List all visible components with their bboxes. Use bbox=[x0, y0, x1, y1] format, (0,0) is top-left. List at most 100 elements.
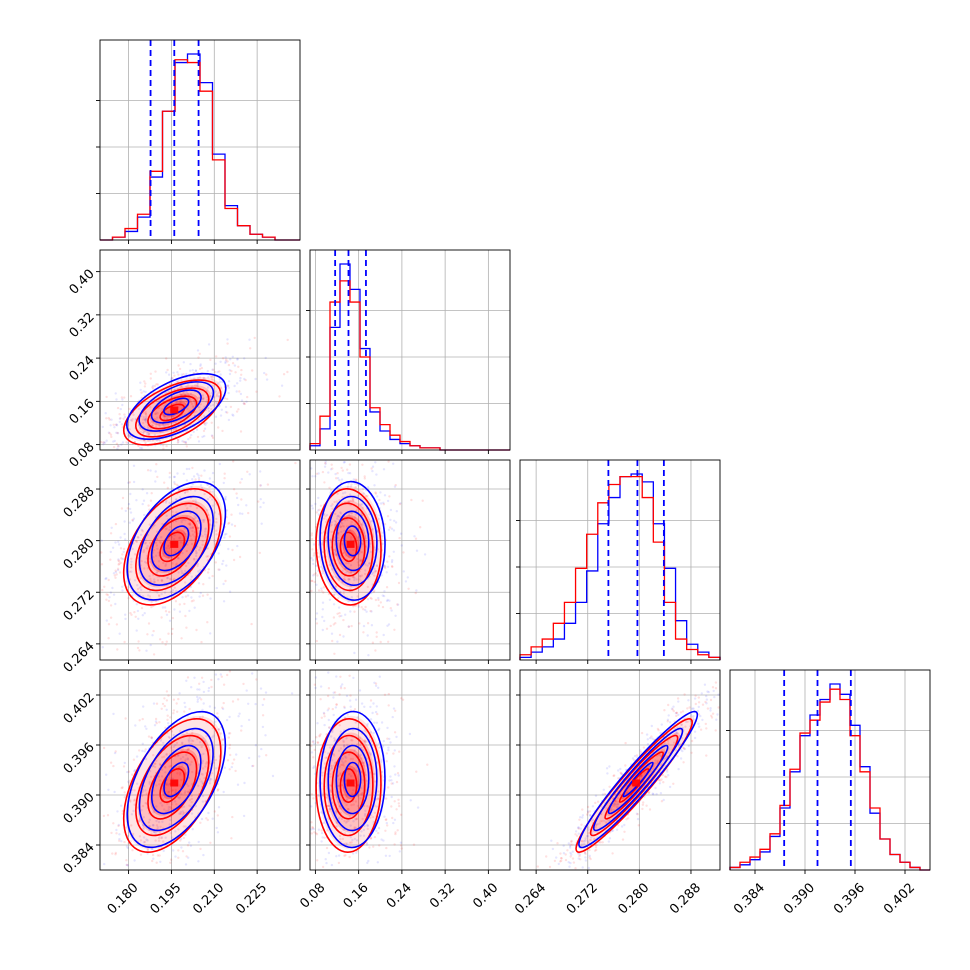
sample-point bbox=[144, 418, 147, 422]
sample-point bbox=[333, 691, 337, 694]
sample-point bbox=[206, 621, 209, 624]
sample-point bbox=[135, 629, 138, 632]
sample-point bbox=[105, 417, 108, 420]
sample-point bbox=[168, 471, 171, 475]
sample-point bbox=[218, 378, 221, 381]
sample-point bbox=[209, 496, 212, 499]
sample-point bbox=[177, 856, 180, 859]
sample-point bbox=[163, 415, 166, 419]
sample-point bbox=[200, 698, 203, 701]
sample-point bbox=[665, 775, 668, 779]
sample-point bbox=[123, 415, 127, 419]
sample-point bbox=[385, 599, 389, 603]
sample-point bbox=[375, 635, 378, 638]
sample-point bbox=[238, 712, 241, 715]
sample-point bbox=[639, 750, 643, 754]
sample-point bbox=[347, 562, 350, 565]
sample-point bbox=[209, 358, 212, 362]
sample-point bbox=[152, 580, 156, 584]
sample-point bbox=[144, 412, 148, 416]
sample-point bbox=[265, 378, 269, 381]
sample-point bbox=[165, 357, 168, 360]
sample-point bbox=[317, 509, 320, 512]
sample-point bbox=[316, 722, 319, 725]
sample-point bbox=[184, 504, 187, 507]
sample-point bbox=[142, 431, 145, 434]
sample-point bbox=[218, 568, 221, 571]
sample-point bbox=[323, 465, 327, 468]
sample-point bbox=[172, 414, 175, 417]
sample-point bbox=[177, 438, 180, 442]
sample-point bbox=[559, 857, 563, 860]
sample-point bbox=[120, 557, 123, 560]
sample-point bbox=[116, 406, 120, 410]
sample-point bbox=[169, 590, 173, 593]
sample-point bbox=[144, 382, 147, 385]
sample-point bbox=[207, 811, 210, 815]
sample-point bbox=[204, 423, 207, 426]
sample-point bbox=[342, 552, 345, 555]
sample-point bbox=[150, 605, 153, 609]
sample-point bbox=[336, 477, 340, 480]
sample-point bbox=[244, 378, 247, 382]
sample-point bbox=[171, 376, 174, 380]
sample-point bbox=[103, 585, 106, 588]
sample-point bbox=[356, 546, 360, 549]
sample-point bbox=[348, 699, 352, 702]
sample-point bbox=[213, 706, 217, 709]
sample-point bbox=[144, 420, 148, 423]
sample-point bbox=[247, 718, 251, 722]
sample-point bbox=[594, 794, 598, 797]
sample-point bbox=[370, 597, 373, 600]
sample-point bbox=[345, 694, 349, 698]
sample-point bbox=[197, 440, 201, 443]
sample-point bbox=[395, 808, 398, 811]
sample-point bbox=[705, 698, 709, 701]
sample-point bbox=[185, 535, 188, 538]
sample-point bbox=[151, 859, 154, 863]
sample-point bbox=[151, 424, 154, 427]
sample-point bbox=[349, 705, 352, 708]
sample-point bbox=[715, 718, 718, 721]
sample-point bbox=[113, 426, 116, 429]
sample-point bbox=[224, 405, 228, 409]
sample-point bbox=[310, 534, 313, 537]
sample-point bbox=[347, 578, 350, 581]
sample-point bbox=[717, 693, 720, 696]
sample-point bbox=[399, 502, 402, 505]
sample-point bbox=[316, 574, 319, 577]
sample-point bbox=[168, 547, 171, 550]
sample-point bbox=[236, 357, 239, 360]
sample-point bbox=[194, 369, 198, 373]
sample-point bbox=[331, 467, 334, 470]
sample-point bbox=[704, 722, 707, 726]
sample-point bbox=[387, 746, 390, 749]
sample-point bbox=[121, 589, 124, 592]
sample-point bbox=[348, 463, 352, 466]
sample-point bbox=[142, 390, 145, 393]
sample-point bbox=[591, 805, 595, 808]
sample-point bbox=[322, 586, 325, 589]
sample-point bbox=[353, 482, 356, 485]
sample-point bbox=[113, 790, 116, 794]
sample-point bbox=[361, 488, 364, 491]
sample-point bbox=[330, 523, 333, 527]
sample-point bbox=[221, 357, 225, 360]
sample-point bbox=[245, 689, 248, 692]
sample-point bbox=[125, 580, 128, 583]
sample-point bbox=[123, 840, 126, 844]
sample-point bbox=[181, 440, 184, 443]
sample-point bbox=[193, 606, 196, 609]
sample-point bbox=[202, 583, 205, 586]
sample-point bbox=[320, 840, 323, 843]
sample-point bbox=[370, 610, 373, 613]
sample-point bbox=[706, 707, 710, 710]
sample-point bbox=[354, 698, 358, 701]
sample-point bbox=[146, 544, 149, 548]
sample-point bbox=[383, 590, 386, 593]
sample-point bbox=[164, 643, 167, 646]
sample-point bbox=[346, 713, 349, 716]
sample-point bbox=[392, 529, 396, 532]
sample-point bbox=[156, 570, 159, 574]
sample-point bbox=[177, 697, 180, 701]
